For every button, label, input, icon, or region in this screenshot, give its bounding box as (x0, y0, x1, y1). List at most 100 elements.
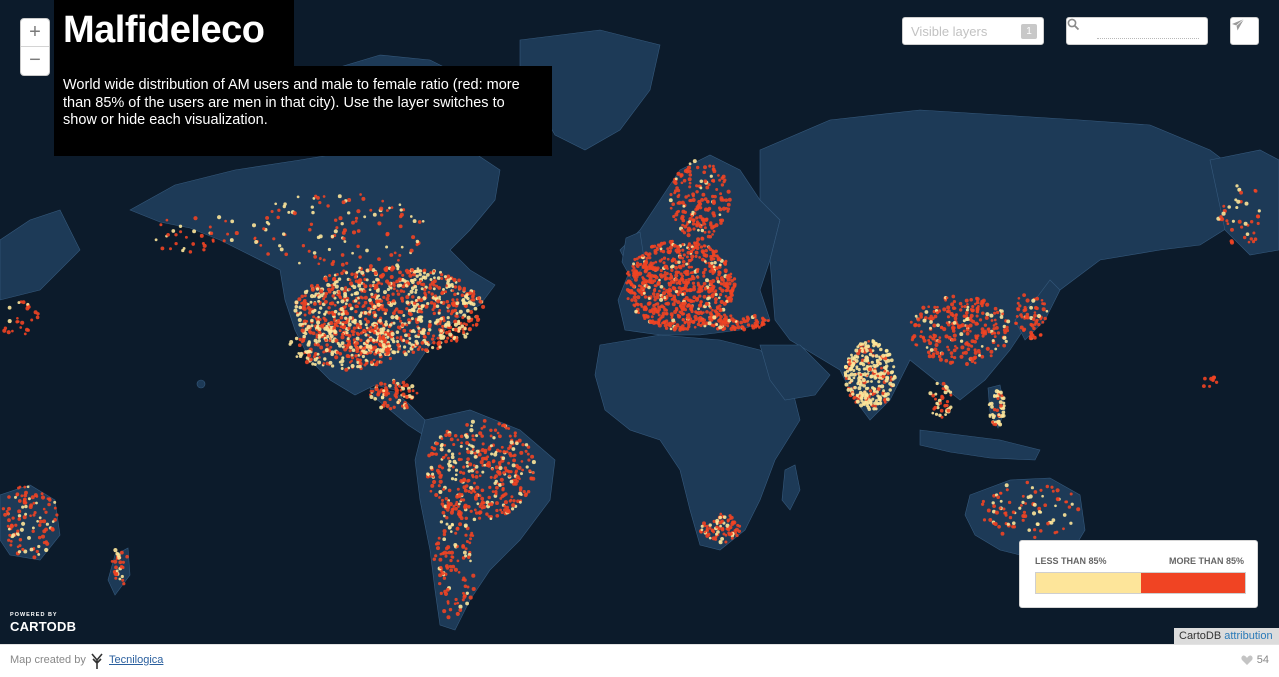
city-point[interactable] (447, 526, 452, 530)
city-point[interactable] (720, 519, 724, 523)
city-point[interactable] (680, 276, 684, 281)
city-point[interactable] (518, 486, 523, 490)
city-point[interactable] (685, 319, 689, 324)
city-point[interactable] (921, 335, 925, 339)
city-point[interactable] (695, 184, 699, 188)
city-point[interactable] (453, 542, 458, 547)
city-point[interactable] (674, 270, 679, 275)
city-point[interactable] (364, 333, 368, 337)
city-point[interactable] (379, 299, 384, 303)
city-point[interactable] (292, 211, 297, 216)
city-point[interactable] (276, 215, 280, 220)
city-point[interactable] (513, 434, 517, 438)
city-point[interactable] (859, 380, 863, 384)
city-point[interactable] (966, 302, 969, 306)
city-point[interactable] (24, 504, 28, 509)
city-point[interactable] (726, 189, 731, 194)
city-point[interactable] (678, 310, 682, 314)
city-point[interactable] (725, 206, 728, 210)
city-point[interactable] (211, 240, 215, 243)
city-point[interactable] (489, 428, 493, 433)
city-point[interactable] (681, 327, 685, 331)
city-point[interactable] (480, 427, 484, 430)
city-point[interactable] (343, 291, 348, 296)
city-point[interactable] (999, 315, 1004, 319)
city-point[interactable] (878, 357, 883, 361)
city-point[interactable] (1037, 506, 1042, 511)
city-point[interactable] (21, 505, 25, 509)
city-point[interactable] (386, 287, 390, 292)
city-point[interactable] (729, 532, 733, 536)
city-point[interactable] (718, 296, 721, 300)
city-point[interactable] (691, 192, 695, 197)
city-point[interactable] (345, 331, 349, 335)
city-point[interactable] (426, 331, 431, 336)
city-point[interactable] (346, 337, 350, 341)
city-point[interactable] (980, 327, 985, 332)
city-point[interactable] (32, 513, 36, 517)
city-point[interactable] (287, 210, 291, 214)
city-point[interactable] (347, 303, 352, 308)
city-point[interactable] (340, 312, 344, 316)
city-point[interactable] (466, 464, 470, 468)
city-point[interactable] (450, 477, 455, 481)
city-point[interactable] (330, 364, 335, 368)
city-point[interactable] (681, 292, 685, 296)
city-point[interactable] (483, 463, 487, 467)
city-point[interactable] (428, 319, 432, 324)
city-point[interactable] (446, 505, 451, 510)
city-point[interactable] (861, 354, 864, 358)
city-point[interactable] (385, 231, 390, 236)
city-point[interactable] (719, 299, 724, 304)
city-point[interactable] (966, 342, 971, 347)
city-point[interactable] (344, 367, 349, 372)
city-point[interactable] (283, 202, 287, 206)
city-point[interactable] (658, 289, 661, 293)
city-point[interactable] (672, 243, 677, 248)
city-point[interactable] (481, 504, 487, 510)
city-point[interactable] (727, 281, 732, 286)
city-point[interactable] (331, 294, 335, 298)
city-point[interactable] (990, 405, 994, 409)
city-point[interactable] (434, 554, 438, 558)
city-point[interactable] (709, 174, 713, 178)
city-point[interactable] (334, 355, 339, 360)
city-point[interactable] (715, 276, 719, 280)
city-point[interactable] (703, 286, 707, 290)
city-point[interactable] (309, 294, 315, 299)
city-point[interactable] (491, 460, 495, 464)
city-point[interactable] (701, 321, 706, 326)
city-point[interactable] (272, 237, 276, 241)
city-point[interactable] (445, 522, 449, 526)
city-point[interactable] (453, 335, 456, 339)
city-point[interactable] (699, 179, 704, 184)
city-point[interactable] (427, 290, 431, 294)
city-point[interactable] (705, 185, 710, 190)
city-point[interactable] (323, 312, 327, 316)
city-point[interactable] (659, 305, 663, 309)
city-point[interactable] (445, 516, 449, 520)
city-point[interactable] (191, 242, 196, 246)
city-point[interactable] (732, 520, 737, 525)
city-point[interactable] (450, 522, 454, 527)
city-point[interactable] (510, 495, 514, 499)
city-point[interactable] (698, 256, 701, 259)
city-point[interactable] (724, 288, 728, 293)
city-point[interactable] (668, 288, 673, 293)
city-point[interactable] (687, 265, 691, 269)
city-point[interactable] (341, 200, 346, 205)
city-point[interactable] (333, 229, 338, 234)
city-point[interactable] (937, 339, 942, 344)
city-point[interactable] (384, 392, 389, 397)
city-point[interactable] (383, 267, 388, 272)
city-point[interactable] (931, 393, 936, 398)
city-point[interactable] (381, 343, 386, 348)
city-point[interactable] (388, 406, 393, 411)
city-point[interactable] (361, 354, 365, 359)
city-point[interactable] (701, 217, 706, 223)
city-point[interactable] (680, 181, 684, 185)
city-point[interactable] (708, 318, 711, 321)
city-point[interactable] (322, 195, 326, 198)
city-point[interactable] (934, 397, 937, 401)
city-point[interactable] (446, 600, 450, 604)
